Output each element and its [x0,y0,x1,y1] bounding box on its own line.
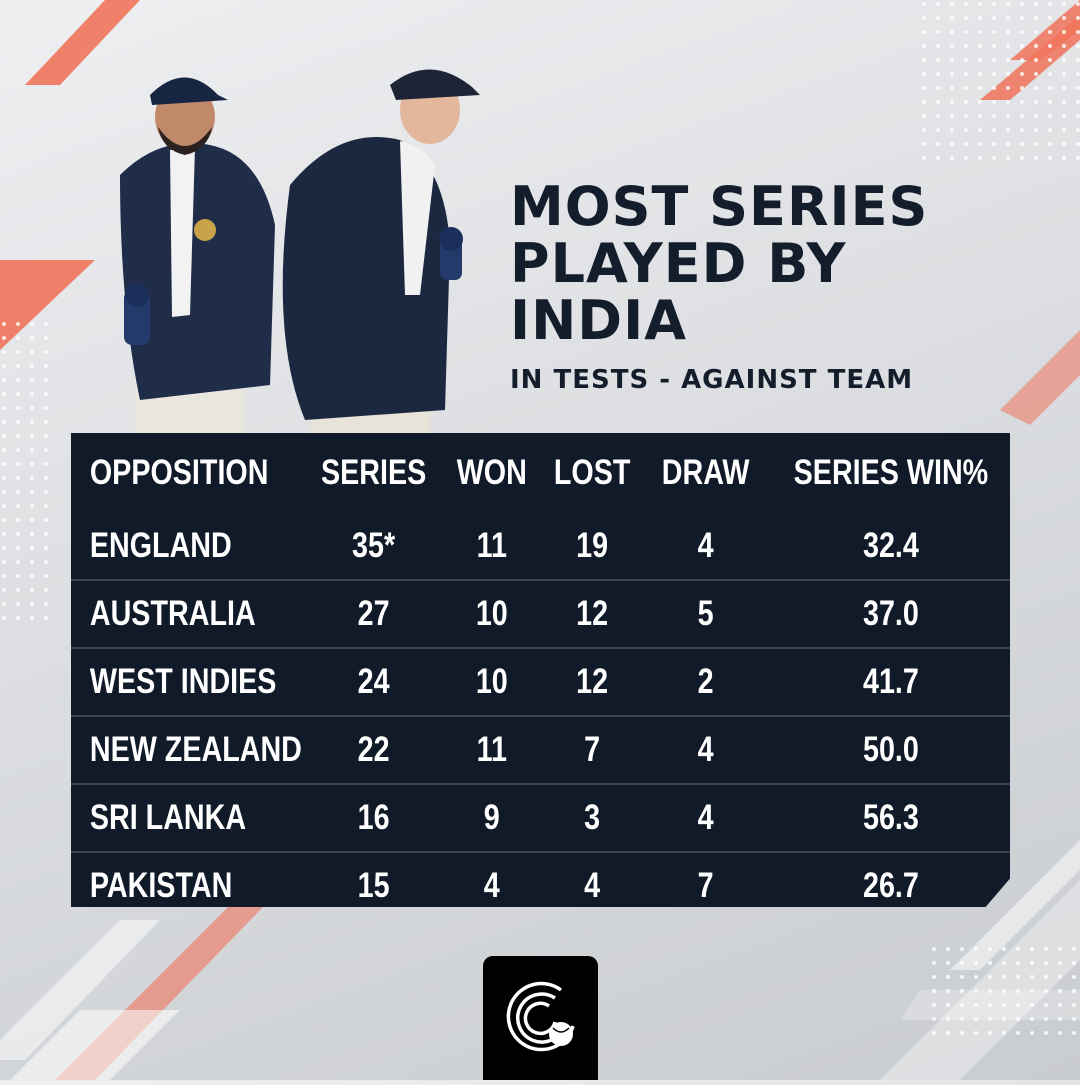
table-row: NEW ZEALAND 22 11 7 4 50.0 [71,716,1010,784]
cell-draw: 4 [697,730,714,769]
cell-series: 27 [357,594,390,633]
cell-opposition: SRI LANKA [89,798,247,837]
cell-won: 11 [476,730,507,769]
table-header-row: OPPOSITION SERIES WON LOST DRAW SERIES W… [71,433,1010,513]
table-row: WEST INDIES 24 10 12 2 41.7 [71,648,1010,716]
cell-draw: 5 [697,594,714,633]
cricket-ball-logo-icon [506,981,575,1052]
cell-lost: 7 [583,730,600,769]
dot-pattern-left [0,320,55,620]
table-row: SRI LANKA 16 9 3 4 56.3 [71,784,1010,852]
dot-pattern-top-right [920,0,1080,170]
cell-series: 24 [357,662,390,701]
cell-opposition: AUSTRALIA [89,594,256,633]
cell-series: 15 [357,866,390,905]
dot-pattern-bottom-right [930,945,1080,1045]
cell-draw: 4 [697,526,714,565]
left-player-illustration [120,77,275,435]
stats-table-panel: OPPOSITION SERIES WON LOST DRAW SERIES W… [71,433,1010,907]
cell-won: 4 [483,866,500,905]
header-draw: DRAW [661,453,750,492]
header-series-win-pct: SERIES WIN% [793,453,989,492]
page-title: MOST SERIES PLAYED BY INDIA [510,178,928,349]
cell-lost: 3 [583,798,600,837]
title-line-3: INDIA [510,289,687,352]
cell-series: 22 [357,730,390,769]
cell-won: 10 [475,662,508,701]
header-won: WON [456,453,527,492]
header-series: SERIES [320,453,427,492]
right-player-illustration [282,69,480,435]
cell-win-pct: 37.0 [863,594,919,633]
cell-won: 10 [475,594,508,633]
cell-won: 11 [476,526,507,565]
cell-series: 16 [357,798,390,837]
cell-opposition: ENGLAND [89,526,232,565]
cell-opposition: WEST INDIES [89,662,277,701]
stats-table: OPPOSITION SERIES WON LOST DRAW SERIES W… [71,433,1010,907]
cell-draw: 2 [697,662,714,701]
cell-lost: 4 [583,866,600,905]
cell-series: 35* [351,526,395,565]
table-row: AUSTRALIA 27 10 12 5 37.0 [71,580,1010,648]
cell-win-pct: 56.3 [863,798,919,837]
title-line-1: MOST SERIES [510,175,929,238]
players-photo [120,69,480,435]
cell-win-pct: 32.4 [863,526,919,565]
cell-win-pct: 26.7 [863,866,919,905]
cell-won: 9 [483,798,500,837]
header-lost: LOST [553,453,630,492]
brand-logo [483,956,598,1080]
table-row: ENGLAND 35* 11 19 4 32.4 [71,513,1010,580]
page-subtitle: IN TESTS - AGAINST TEAM [510,365,914,395]
cell-draw: 4 [697,798,714,837]
cell-lost: 19 [575,526,608,565]
cell-draw: 7 [697,866,714,905]
cell-opposition: PAKISTAN [89,866,233,905]
title-line-2: PLAYED BY [510,232,847,295]
cell-win-pct: 50.0 [863,730,919,769]
cell-win-pct: 41.7 [863,662,919,701]
header-opposition: OPPOSITION [89,453,269,492]
cell-lost: 12 [575,662,608,701]
cell-opposition: NEW ZEALAND [89,730,302,769]
cell-lost: 12 [575,594,608,633]
table-row: PAKISTAN 15 4 4 7 26.7 [71,852,1010,907]
